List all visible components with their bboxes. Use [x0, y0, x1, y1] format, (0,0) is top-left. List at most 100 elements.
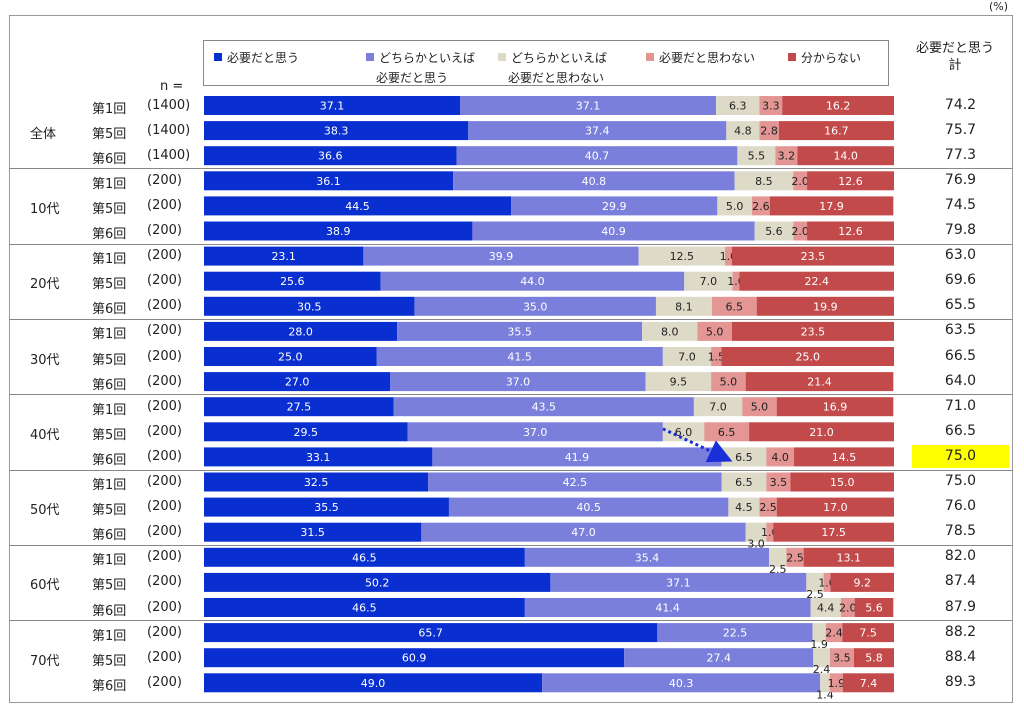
legend-swatch [498, 53, 506, 61]
round-label: 第5回 [92, 578, 127, 594]
bar-segment [790, 472, 894, 492]
data-label: 60.9 [402, 652, 427, 665]
data-label: 27.5 [287, 401, 312, 414]
n-value: (200) [147, 448, 182, 464]
data-label: 35.5 [314, 501, 339, 514]
n-value: (200) [147, 474, 182, 489]
data-label: 40.7 [585, 150, 610, 163]
data-label: 2.0 [791, 225, 809, 238]
total-header: 必要だと思う 計 [905, 40, 1005, 74]
bar-segment [807, 221, 894, 241]
bar-segment [745, 372, 894, 392]
data-label: 6.3 [729, 100, 747, 113]
data-label: 47.0 [571, 526, 596, 539]
bar-segment [786, 547, 804, 567]
bar-segment [854, 598, 894, 617]
bar-segment [459, 96, 716, 115]
n-label: n = [160, 79, 184, 94]
n-value: (200) [147, 172, 182, 188]
n-value: (200) [147, 348, 182, 364]
bar-segment [769, 547, 787, 567]
bar-segment [638, 246, 725, 266]
data-label: 9.5 [670, 376, 688, 389]
data-label: 5.5 [748, 150, 766, 163]
bar-segment [204, 422, 408, 442]
n-value: (1400) [147, 122, 191, 138]
data-label: 9.2 [854, 576, 872, 589]
round-label: 第1回 [92, 478, 127, 493]
group-separator [9, 394, 1013, 396]
n-value: (200) [147, 298, 182, 314]
n-value: (200) [147, 549, 182, 565]
bar-segment [739, 271, 894, 291]
n-value: (200) [147, 624, 182, 640]
bar-segment [749, 422, 894, 442]
bar-segment [645, 372, 712, 392]
bar-segment [766, 447, 794, 467]
group-separator [9, 620, 1013, 622]
data-label: 29.9 [602, 200, 627, 213]
bar-segment [717, 196, 752, 216]
bar-segment [397, 321, 643, 341]
bar-segment [775, 146, 798, 166]
data-label: 15.0 [830, 476, 855, 489]
bar-segment [807, 171, 894, 191]
data-label: 31.5 [300, 526, 325, 539]
group-separator [9, 469, 1013, 471]
group-label: 70代 [30, 653, 60, 669]
bar-segment [731, 321, 894, 341]
total-value: 78.5 [944, 523, 977, 540]
bar-segment [721, 347, 894, 366]
bar-segment [812, 623, 826, 643]
bar-segment [542, 673, 821, 693]
bar-segment [803, 547, 894, 567]
data-label: 23.1 [271, 250, 296, 263]
data-label: 8.1 [675, 300, 693, 313]
n-value: (200) [147, 674, 182, 690]
group-separator [9, 544, 1013, 546]
legend-label: どちらかといえば [511, 51, 608, 65]
data-label: 3.5 [770, 476, 788, 489]
bar-segment [407, 422, 663, 442]
bar-segment [697, 321, 732, 341]
total-header-line2: 計 [948, 58, 962, 73]
data-label: 25.6 [280, 275, 305, 288]
group-label: 40代 [30, 427, 60, 443]
bar-segment [820, 673, 830, 693]
legend-swatch [646, 53, 654, 61]
data-label: 44.5 [345, 200, 370, 213]
bar-segment [448, 497, 729, 517]
data-label: 38.9 [326, 225, 351, 238]
bar-segment [756, 296, 894, 316]
data-label: 7.0 [678, 351, 696, 364]
bar-segment [797, 146, 894, 166]
data-label: 4.0 [771, 451, 789, 464]
data-label: 33.1 [306, 451, 331, 464]
bar-segment [432, 447, 722, 467]
data-label: 4.8 [734, 125, 752, 138]
data-label: 65.7 [418, 627, 443, 640]
total-value: 64.0 [944, 372, 977, 389]
n-value: (200) [147, 323, 182, 339]
unit-label: (%) [988, 0, 1008, 13]
data-label: 27.0 [285, 376, 310, 389]
data-label: 12.6 [838, 175, 863, 188]
total-value: 87.4 [944, 573, 977, 590]
data-label: 32.5 [304, 476, 329, 489]
bar-segment [726, 121, 760, 141]
n-value: (200) [147, 599, 182, 615]
round-label: 第6回 [92, 452, 127, 468]
data-label: 4.4 [817, 602, 835, 615]
total-value: 66.5 [944, 347, 977, 364]
data-label: 41.4 [655, 602, 680, 615]
data-label: 5.0 [751, 401, 769, 414]
bar-segment [204, 447, 433, 467]
data-label: 6.5 [726, 300, 744, 313]
bar-segment [204, 547, 525, 567]
round-label: 第1回 [92, 553, 127, 569]
bar-segment [204, 271, 381, 291]
bar-segment [754, 221, 794, 241]
legend-item-4: 必要だと思わない [646, 49, 755, 66]
data-label: 5.8 [865, 652, 883, 665]
total-value: 65.5 [944, 297, 977, 314]
